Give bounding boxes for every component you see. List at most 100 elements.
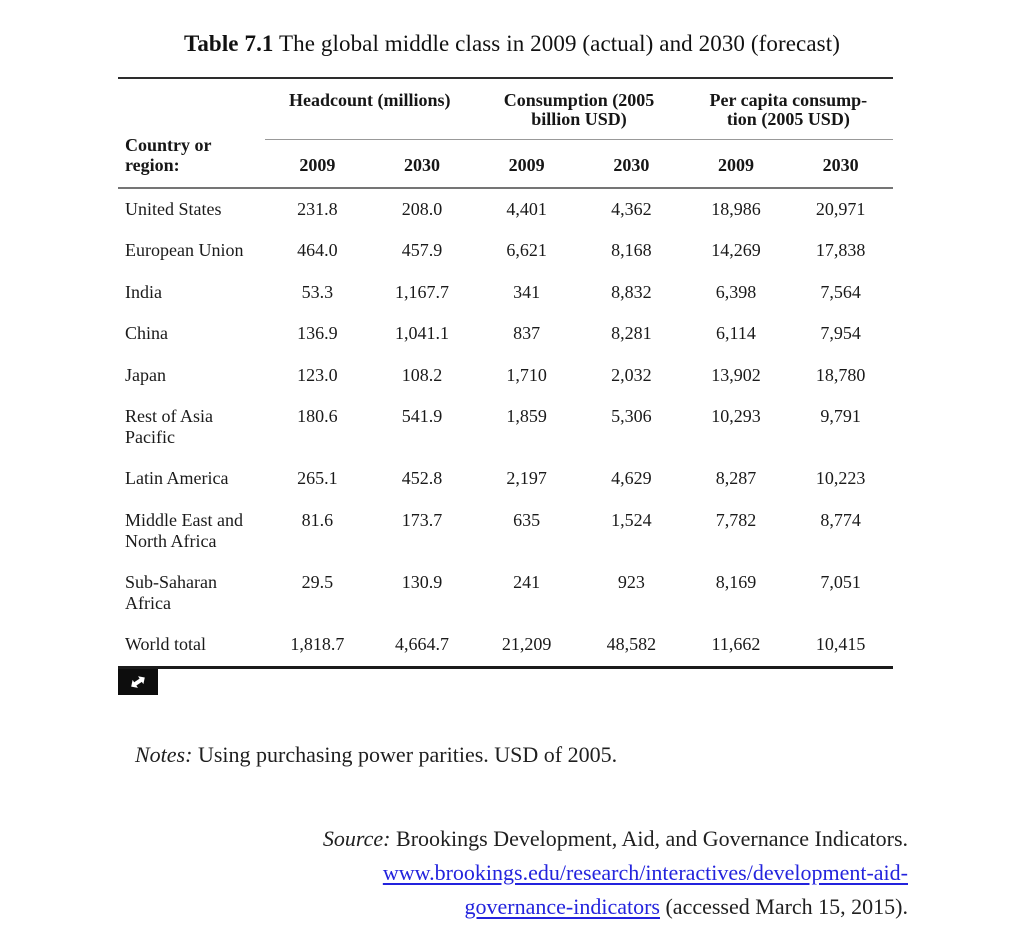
cell-value: 7,051 (820, 572, 861, 593)
table-number: Table 7.1 (184, 31, 274, 56)
year-col-header: 2030 (369, 139, 475, 189)
cell-value: 1,710 (506, 364, 547, 385)
cell-value: 8,774 (820, 510, 861, 530)
group-header-headcount: Headcount (millions) (265, 76, 475, 140)
cell-value: 9,791 (820, 406, 861, 427)
cell-value: 108.2 (401, 364, 443, 385)
cell-value: 17,838 (815, 240, 866, 261)
table-title: Table 7.1 The global middle class in 200… (0, 31, 1024, 57)
source-line: governance-indicators (accessed March 15… (150, 890, 908, 924)
cell-value: 208.0 (401, 198, 443, 219)
source-line: Source: Brookings Development, Aid, and … (150, 822, 908, 856)
cell-value: 6,114 (716, 323, 756, 344)
row-header-cell: Country or region: (118, 77, 266, 189)
notes-text: Using purchasing power parities. USD of … (192, 741, 618, 767)
group-label-line: Per capita consump- (709, 90, 868, 110)
cell-value: 10,293 (711, 406, 761, 427)
cell-value: 2,197 (506, 468, 547, 489)
cell-value: 7,782 (715, 510, 757, 530)
cell-value: 452.8 (401, 468, 443, 489)
source-line: www.brookings.edu/research/interactives/… (150, 856, 908, 890)
cell-value: 21,209 (474, 624, 579, 669)
year-col-header: 2030 (788, 139, 893, 189)
table-row: Japan 123.0 108.2 1,710 2,032 13,902 18,… (118, 355, 893, 397)
cell-value: 7,564 (820, 281, 861, 302)
cell-value: 4,401 (506, 198, 547, 219)
cell-value: 457.9 (401, 240, 443, 261)
notes-label: Notes: (135, 741, 193, 767)
table-row: China 136.9 1,041.1 837 8,281 6,114 7,95… (118, 313, 893, 355)
cell-value: 1,524 (611, 510, 652, 530)
row-name: World total (118, 624, 266, 669)
cell-value: 635 (513, 510, 541, 530)
row-name: Sub-Saharan Africa (125, 572, 217, 613)
cell-value: 541.9 (401, 406, 443, 427)
table-row: India 53.3 1,167.7 341 8,832 6,398 7,564 (118, 272, 893, 314)
cell-value: 10,415 (788, 624, 893, 669)
cell-value: 8,287 (715, 468, 757, 489)
cell-value: 464.0 (297, 240, 338, 261)
year-col-header: 2009 (474, 139, 579, 189)
cell-value: 4,629 (611, 468, 652, 489)
row-name: Rest of Asia Pacific (125, 406, 213, 447)
cell-value: 6,621 (506, 240, 547, 261)
cell-value: 48,582 (579, 624, 684, 669)
table-caption: The global middle class in 2009 (actual)… (273, 31, 840, 56)
cell-value: 8,169 (715, 572, 757, 593)
expand-arrows-icon (131, 675, 145, 688)
source-label: Source: (322, 825, 391, 851)
cell-value: 8,281 (611, 323, 652, 344)
source-link-line1[interactable]: www.brookings.edu/research/interactives/… (382, 859, 908, 885)
cell-value: 18,780 (815, 364, 866, 385)
group-label-line: Headcount (millions) (288, 90, 451, 110)
group-label-line: billion USD) (531, 109, 627, 130)
cell-value: 8,832 (611, 281, 652, 302)
table-row-world-total: World total 1,818.7 4,664.7 21,209 48,58… (118, 624, 893, 669)
group-header-percapita: Per capita consump- tion (2005 USD) (683, 76, 893, 140)
cell-value: 341 (513, 281, 541, 302)
cell-value: 136.9 (297, 323, 338, 344)
cell-value: 53.3 (301, 281, 334, 302)
cell-value: 14,269 (711, 240, 761, 261)
source-accessed-date: (accessed March 15, 2015). (659, 893, 908, 919)
cell-value: 180.6 (297, 406, 338, 427)
table-source: Source: Brookings Development, Aid, and … (150, 822, 908, 924)
table-row: United States 231.8 208.0 4,401 4,362 18… (118, 188, 893, 231)
cell-value: 1,041.1 (395, 323, 450, 344)
cell-value: 81.6 (301, 510, 334, 530)
row-name: United States (125, 198, 222, 219)
cell-value: 923 (617, 572, 645, 593)
cell-value: 20,971 (815, 198, 866, 219)
cell-value: 265.1 (297, 468, 338, 489)
cell-value: 173.7 (401, 510, 443, 530)
cell-value: 6,398 (715, 281, 757, 302)
cell-value: 18,986 (711, 198, 761, 219)
table-row: Rest of Asia Pacific 180.6 541.9 1,859 5… (118, 396, 893, 458)
expand-table-button[interactable] (118, 668, 158, 695)
year-col-header: 2009 (683, 139, 789, 189)
cell-value: 29.5 (301, 572, 334, 593)
row-name: Latin America (125, 468, 229, 489)
cell-value: 4,362 (611, 198, 652, 219)
cell-value: 231.8 (297, 198, 338, 219)
source-link-line2[interactable]: governance-indicators (464, 893, 660, 919)
group-label-line: Consumption (2005 (503, 90, 655, 110)
group-header-consumption: Consumption (2005 billion USD) (474, 76, 684, 140)
cell-value: 8,168 (611, 240, 652, 261)
cell-value: 11,662 (683, 624, 789, 669)
cell-value: 123.0 (297, 364, 338, 385)
cell-value: 4,664.7 (369, 624, 475, 669)
cell-value: 1,859 (506, 406, 547, 427)
group-header-row: Country or region: Headcount (millions) … (118, 76, 893, 189)
row-name: European Union (125, 240, 244, 261)
cell-value: 10,223 (815, 468, 866, 489)
cell-value: 241 (513, 572, 541, 593)
row-name: China (125, 323, 168, 344)
table-notes: Notes: Using purchasing power parities. … (135, 742, 1024, 768)
cell-value: 7,954 (820, 323, 861, 344)
table-row: Latin America 265.1 452.8 2,197 4,629 8,… (118, 458, 893, 500)
source-text: Brookings Development, Aid, and Governan… (390, 825, 908, 851)
middle-class-table: Country or region: Headcount (millions) … (118, 76, 893, 669)
year-header-row: 2009 2030 2009 2030 2009 2030 (118, 139, 893, 189)
